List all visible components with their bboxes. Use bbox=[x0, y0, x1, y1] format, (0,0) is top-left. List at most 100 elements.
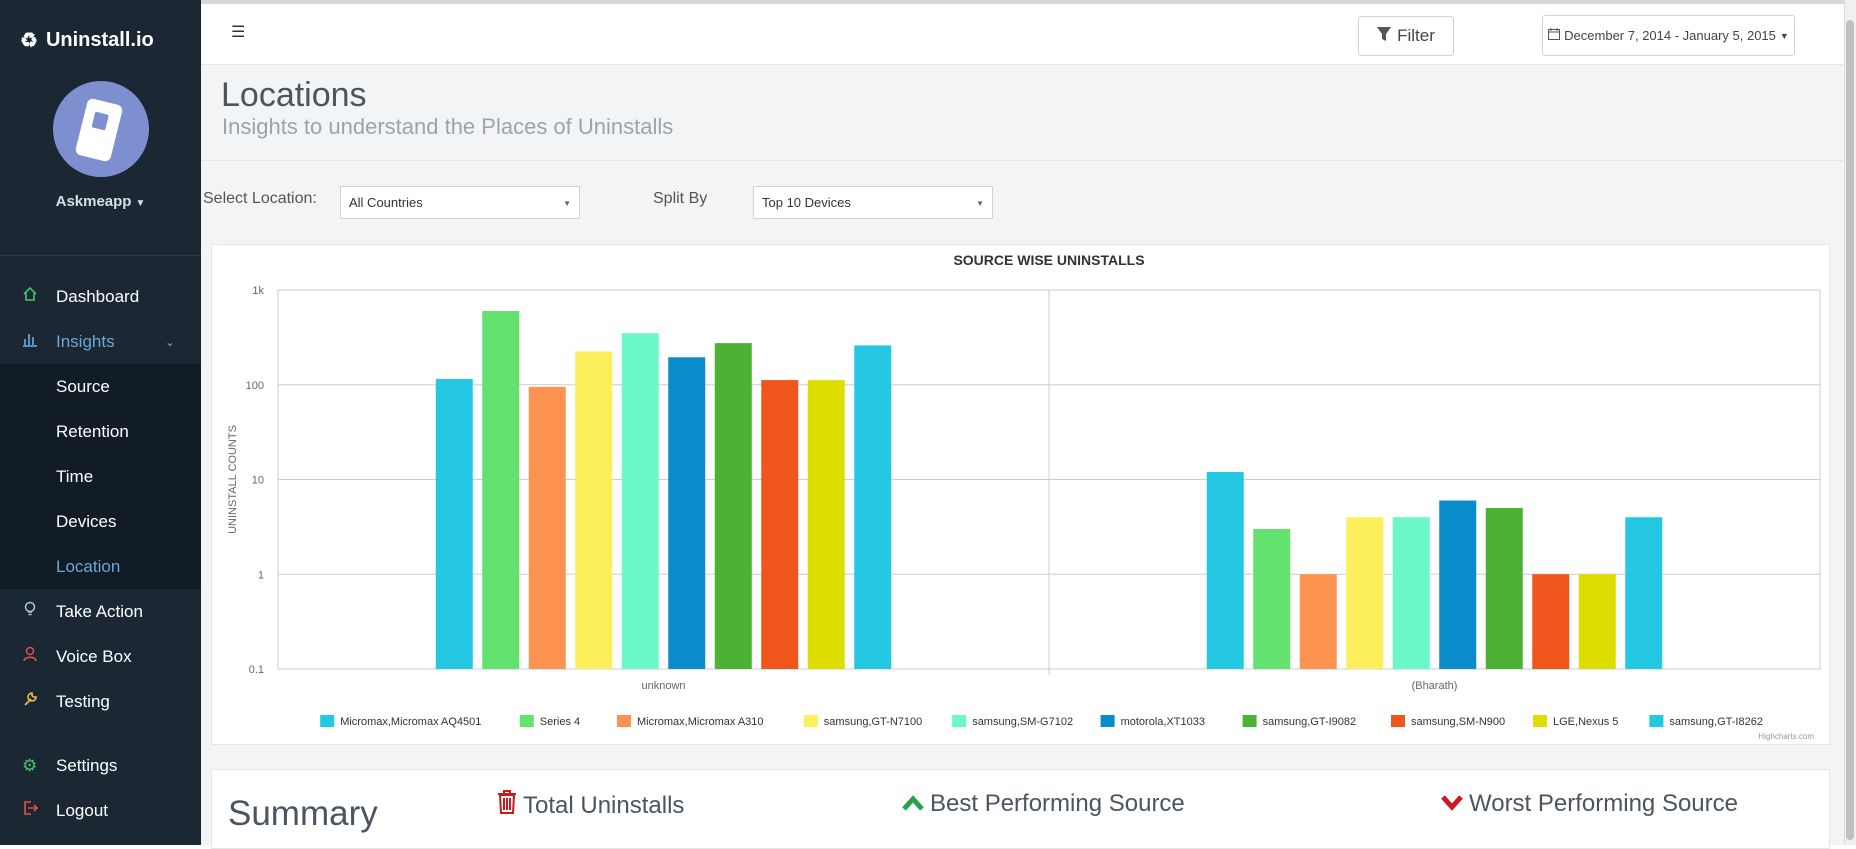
bar-chart-icon bbox=[22, 331, 56, 352]
brand[interactable]: ♻ Uninstall.io bbox=[0, 0, 201, 60]
bottom-nav: ⚙ Settings Logout bbox=[0, 743, 201, 833]
bar bbox=[575, 351, 613, 669]
sidebar-item-label: Take Action bbox=[56, 601, 143, 621]
sidebar-item-source[interactable]: Source bbox=[0, 364, 201, 409]
sidebar-item-testing[interactable]: Testing bbox=[0, 679, 201, 724]
x-tick-label: unknown bbox=[641, 680, 685, 692]
caret-down-icon: ▼ bbox=[135, 198, 146, 209]
sidebar-item-insights[interactable]: Insights ⌄ bbox=[0, 319, 201, 364]
brand-name: Uninstall.io bbox=[45, 28, 154, 51]
filter-label: Filter bbox=[1397, 26, 1435, 45]
legend-label: Micromax,Micromax AQ4501 bbox=[340, 716, 481, 728]
scrollbar[interactable] bbox=[1844, 0, 1856, 845]
bar bbox=[1625, 517, 1663, 669]
calendar-icon bbox=[1548, 28, 1561, 43]
total-uninstalls: Total Uninstalls bbox=[497, 790, 684, 821]
caret-down-icon: ▼ bbox=[1779, 30, 1789, 41]
y-tick-label: 1k bbox=[252, 285, 264, 297]
filter-button[interactable]: Filter bbox=[1358, 16, 1454, 56]
legend-swatch bbox=[320, 715, 335, 727]
summary-title: Summary bbox=[228, 794, 378, 833]
legend-swatch bbox=[1533, 715, 1547, 727]
bar bbox=[1439, 500, 1477, 669]
bar bbox=[528, 386, 566, 669]
chevron-down-icon: ⌄ bbox=[164, 334, 175, 349]
sidebar-item-label: Time bbox=[56, 466, 94, 486]
legend-swatch bbox=[617, 715, 631, 727]
bar bbox=[807, 380, 845, 669]
total-uninstalls-label: Total Uninstalls bbox=[523, 791, 685, 819]
sidebar-item-settings[interactable]: ⚙ Settings bbox=[0, 743, 201, 788]
sidebar-item-label: Source bbox=[56, 376, 110, 396]
bar bbox=[761, 380, 799, 669]
menu-toggle-icon[interactable]: ☰ bbox=[231, 24, 246, 41]
content: Select Location: All Countries ▼ Split B… bbox=[201, 161, 1844, 849]
y-axis-label: UNINSTALL COUNTS bbox=[227, 425, 239, 534]
chart-title: SOURCE WISE UNINSTALLS bbox=[953, 252, 1144, 268]
y-tick-label: 100 bbox=[246, 380, 264, 392]
legend-label: LGE,Nexus 5 bbox=[1553, 716, 1618, 728]
profile-name: Askmeapp bbox=[55, 193, 132, 210]
bar bbox=[1346, 517, 1384, 669]
bar bbox=[1299, 574, 1337, 669]
sidebar-item-devices[interactable]: Devices bbox=[0, 499, 201, 544]
sidebar-item-retention[interactable]: Retention bbox=[0, 409, 201, 454]
date-range-label: December 7, 2014 - January 5, 2015 bbox=[1564, 28, 1776, 43]
legend-label: samsung,GT-N7100 bbox=[824, 716, 922, 728]
sidebar-item-label: Location bbox=[56, 556, 121, 576]
sidebar-item-logout[interactable]: Logout bbox=[0, 788, 201, 833]
arrow-up-icon bbox=[902, 790, 924, 818]
legend-label: Micromax,Micromax A310 bbox=[637, 716, 764, 728]
y-tick-label: 10 bbox=[252, 475, 264, 487]
legend-swatch bbox=[803, 715, 818, 727]
bar bbox=[435, 378, 473, 669]
best-source-label: Best Performing Source bbox=[930, 790, 1185, 817]
bar bbox=[1206, 471, 1244, 669]
sidebar-item-label: Testing bbox=[56, 691, 110, 711]
legend-swatch bbox=[1100, 715, 1115, 727]
filter-icon bbox=[1377, 26, 1392, 47]
source-wise-uninstalls-chart: SOURCE WISE UNINSTALLS 0.1 1 10 100 1k UNINSTA… bbox=[227, 252, 1821, 741]
sidebar-item-dashboard[interactable]: Dashboard bbox=[0, 274, 201, 319]
legend-label: Series 4 bbox=[540, 716, 580, 728]
page-header: Locations Insights to understand the Pla… bbox=[201, 65, 1844, 161]
bar bbox=[1532, 574, 1570, 669]
sidebar: ♻ Uninstall.io Askmeapp ▼ Dashboard Insig… bbox=[0, 0, 201, 845]
lightbulb-icon bbox=[22, 601, 56, 622]
sidebar-item-label: Dashboard bbox=[56, 286, 140, 306]
sidebar-item-label: Insights bbox=[56, 331, 115, 351]
page-subtitle: Insights to understand the Places of Uni… bbox=[222, 114, 674, 139]
sidebar-item-label: Voice Box bbox=[56, 646, 132, 666]
sidebar-item-location[interactable]: Location bbox=[0, 544, 201, 589]
legend-swatch bbox=[1391, 715, 1405, 727]
sidebar-item-label: Devices bbox=[56, 511, 117, 531]
y-tick-label: 0.1 bbox=[249, 664, 264, 676]
chart-credit: Highcharts.com bbox=[1758, 732, 1814, 741]
legend-label: motorola,XT1033 bbox=[1121, 716, 1205, 728]
bar bbox=[482, 311, 520, 669]
bar bbox=[621, 333, 659, 669]
bar bbox=[668, 357, 706, 669]
legend-label: samsung,SM-N900 bbox=[1411, 716, 1505, 728]
summary-panel: Summary Total Uninstalls Best Performing… bbox=[211, 769, 1830, 849]
bar bbox=[1485, 508, 1523, 669]
location-select[interactable]: All Countries ▼ bbox=[340, 186, 580, 219]
legend-label: samsung,SM-G7102 bbox=[972, 716, 1073, 728]
sidebar-item-take-action[interactable]: Take Action bbox=[0, 589, 201, 634]
insights-subnav: Source Retention Time Devices Location bbox=[0, 364, 201, 589]
y-tick-label: 1 bbox=[258, 569, 264, 581]
date-range-picker[interactable]: December 7, 2014 - January 5, 2015 ▼ bbox=[1542, 15, 1795, 56]
split-select[interactable]: Top 10 Devices ▼ bbox=[753, 186, 993, 219]
legend-swatch bbox=[519, 715, 534, 727]
sidebar-item-time[interactable]: Time bbox=[0, 454, 201, 499]
legend-swatch bbox=[952, 715, 967, 727]
bar bbox=[1578, 574, 1616, 669]
filters-row: Select Location: All Countries ▼ Split B… bbox=[201, 161, 1844, 241]
profile-menu[interactable]: Askmeapp ▼ bbox=[0, 193, 201, 210]
sidebar-item-voice-box[interactable]: Voice Box bbox=[0, 634, 201, 679]
worst-source-label: Worst Performing Source bbox=[1469, 790, 1738, 817]
scrollbar-thumb[interactable] bbox=[1846, 20, 1854, 840]
gear-icon: ⚙ bbox=[22, 755, 38, 775]
avatar[interactable] bbox=[52, 81, 149, 177]
sidebar-item-label: Logout bbox=[56, 800, 108, 820]
